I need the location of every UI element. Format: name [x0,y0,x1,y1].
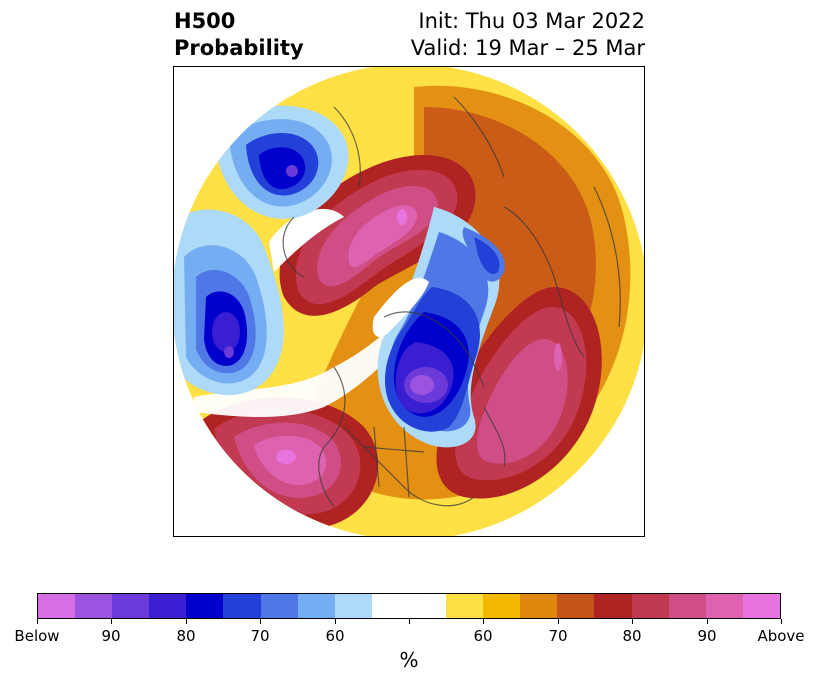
map-svg [174,67,644,536]
init-date: Init: Thu 03 Mar 2022 [418,9,645,33]
colorbar-swatch [520,594,558,618]
colorbar-tick-label: 60 [325,627,345,645]
colorbar-swatch [149,594,187,618]
colorbar-tick-mark [483,619,484,624]
colorbar-swatch [668,594,706,618]
colorbar-tick-label: 90 [697,627,717,645]
chart-title-right: Init: Thu 03 Mar 2022 Valid: 19 Mar – 25… [411,8,645,62]
colorbar-tick-mark [111,619,112,624]
colorbar-tick-mark [409,619,410,624]
colorbar-tick-label: 70 [548,627,568,645]
colorbar-swatch [631,594,669,618]
colorbar-swatch [38,594,76,618]
anomaly-above-pacific [194,397,379,529]
colorbar-tick-mark [37,619,38,624]
colorbar-tick-label: 60 [473,627,493,645]
colorbar-tick-mark [186,619,187,624]
colorbar-swatch [483,594,521,618]
colorbar-tick-label: Below [14,627,60,645]
colorbar-swatch [297,594,335,618]
anomaly-below-north [214,105,349,219]
colorbar-swatch [223,594,261,618]
colorbar-unit-label: % [399,648,419,672]
colorbar-tick-label: 80 [176,627,196,645]
title-variable: H500 [174,9,236,33]
colorbar-swatch [112,594,150,618]
colorbar-tick-mark [632,619,633,624]
probability-map [173,66,645,537]
anomaly-below-west [174,209,284,396]
colorbar-swatch [742,594,780,618]
anomaly-below-central [377,207,505,448]
colorbar-swatch [705,594,743,618]
neutral-zone-3 [372,277,429,337]
colorbar-tick-mark [707,619,708,624]
colorbar-tick-mark [260,619,261,624]
anomaly-above-europe [436,287,602,499]
colorbar-swatch [408,594,447,618]
colorbar-swatch [371,594,409,618]
colorbar-tick-label: 70 [250,627,270,645]
colorbar-swatch [334,594,372,618]
colorbar-swatch [594,594,632,618]
colorbar-tick-label: 80 [622,627,642,645]
colorbar-swatch [260,594,298,618]
coastlines [282,96,621,508]
colorbar-tick-label: 90 [101,627,121,645]
colorbar-tick-mark [558,619,559,624]
colorbar-swatch [75,594,113,618]
colorbar-tick-mark [335,619,336,624]
valid-range: Valid: 19 Mar – 25 Mar [410,36,645,60]
title-metric: Probability [174,36,304,60]
colorbar-swatch [557,594,595,618]
colorbar-tick-mark [781,619,782,624]
colorbar-swatch [186,594,224,618]
colorbar [37,593,781,619]
colorbar-tick-label: Above [757,627,805,645]
chart-title-left: H500 Probability [174,8,304,62]
colorbar-swatch [446,594,484,618]
